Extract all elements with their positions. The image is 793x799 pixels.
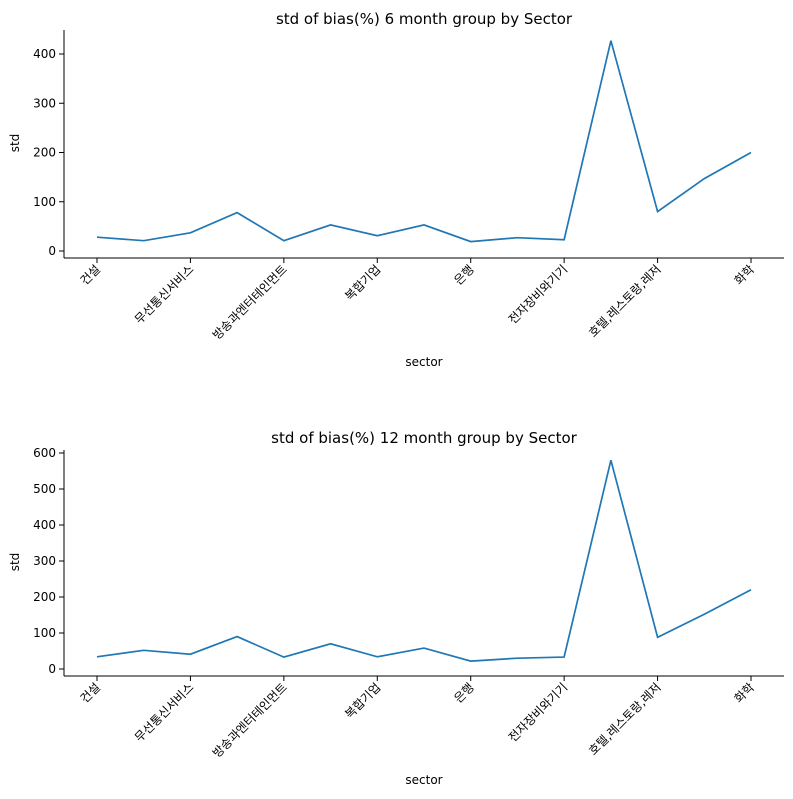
series-line: [96, 40, 752, 243]
x-tick-label: 건설: [78, 262, 104, 288]
x-tick-label: 무선통신서비스: [132, 680, 197, 745]
y-tick-label: 100: [33, 195, 56, 209]
x-tick-label: 건설: [78, 680, 104, 706]
y-tick-label: 400: [33, 47, 56, 61]
x-tick-label: 호텔,레스토랑,레저: [586, 680, 664, 758]
chart-title: std of bias(%) 6 month group by Sector: [276, 10, 573, 28]
x-tick-label: 전자장비와기기: [506, 680, 571, 745]
y-tick-label: 300: [33, 554, 56, 568]
y-tick-label: 600: [33, 446, 56, 460]
x-axis-label: sector: [405, 355, 442, 369]
x-tick-label: 화학: [732, 680, 758, 706]
x-tick-label: 방송과엔터테인먼트: [210, 680, 290, 760]
x-tick-label: 복합기업: [342, 262, 383, 303]
y-tick-label: 200: [33, 590, 56, 604]
x-tick-label: 은행: [451, 680, 477, 706]
y-axis-label: std: [8, 134, 22, 153]
y-tick-label: 500: [33, 482, 56, 496]
x-tick-label: 화학: [732, 262, 758, 288]
y-tick-label: 100: [33, 626, 56, 640]
x-tick-label: 호텔,레스토랑,레저: [586, 262, 664, 340]
x-tick-label: 방송과엔터테인먼트: [210, 262, 290, 342]
x-tick-label: 무선통신서비스: [132, 262, 197, 327]
x-axis-label: sector: [405, 773, 442, 787]
x-tick-label: 전자장비와기기: [506, 262, 571, 327]
y-tick-label: 0: [48, 244, 56, 258]
y-tick-label: 0: [48, 662, 56, 676]
x-tick-label: 은행: [451, 262, 477, 288]
chart-title: std of bias(%) 12 month group by Sector: [271, 429, 577, 447]
x-tick-label: 복합기업: [342, 680, 383, 721]
y-tick-label: 300: [33, 96, 56, 110]
y-tick-label: 400: [33, 518, 56, 532]
y-tick-label: 200: [33, 146, 56, 160]
y-axis-label: std: [8, 553, 22, 572]
series-line: [96, 459, 752, 662]
